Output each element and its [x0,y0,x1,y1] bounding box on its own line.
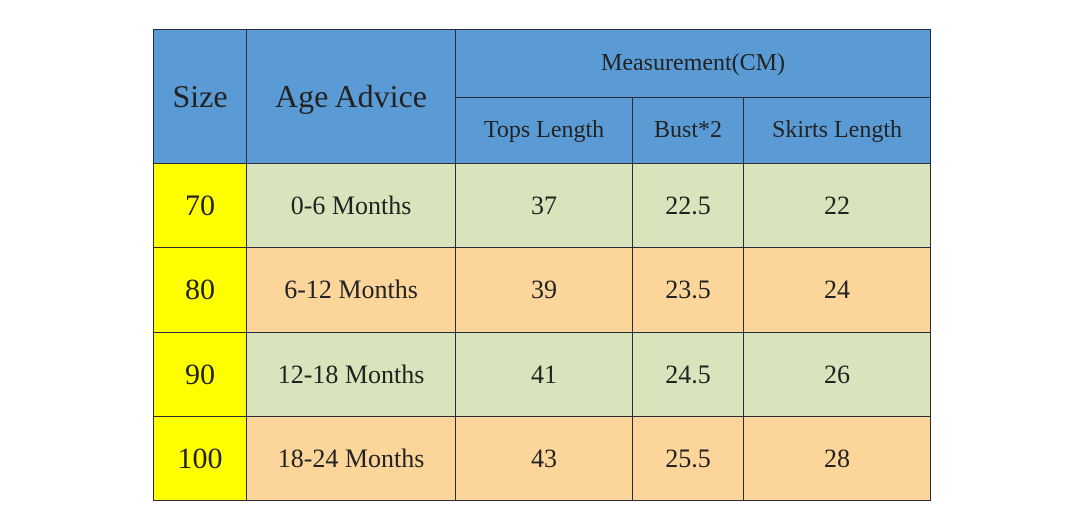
header-group: Measurement(CM) [455,29,931,98]
size-cell: 70 [153,163,247,248]
size-row: 90 12-18 Months 41 24.5 26 [153,332,931,417]
age-cell: 18-24 Months [246,416,456,501]
measure-cell: 37 [455,163,633,248]
measure-cell: 22.5 [632,163,744,248]
measure-cell: 23.5 [632,247,744,333]
header-cell: Age Advice [246,29,456,164]
size-table: Size Age Advice Measurement(CM) Tops Len… [153,29,931,501]
measure-cell: 28 [743,416,931,501]
measure-cell: 24 [743,247,931,333]
subheader-row: Tops Length Bust*2 Skirts Length [154,97,931,164]
measure-cell: 26 [743,332,931,417]
measure-cell: 39 [455,247,633,333]
header-row: Size Age Advice Measurement(CM) [153,29,931,164]
header-cell: Skirts Length [743,97,931,164]
age-cell: 6-12 Months [246,247,456,333]
measure-cell: 24.5 [632,332,744,417]
header-cell: Size [153,29,247,164]
size-row: 100 18-24 Months 43 25.5 28 [153,416,931,501]
measure-cell: 43 [455,416,633,501]
size-row: 70 0-6 Months 37 22.5 22 [153,163,931,248]
age-cell: 0-6 Months [246,163,456,248]
measure-cell: 25.5 [632,416,744,501]
header-cell: Bust*2 [632,97,744,164]
header-cell: Tops Length [455,97,633,164]
measure-cell: 41 [455,332,633,417]
measure-cell: 22 [743,163,931,248]
size-cell: 80 [153,247,247,333]
size-cell: 90 [153,332,247,417]
size-cell: 100 [153,416,247,501]
age-cell: 12-18 Months [246,332,456,417]
size-row: 80 6-12 Months 39 23.5 24 [153,247,931,333]
